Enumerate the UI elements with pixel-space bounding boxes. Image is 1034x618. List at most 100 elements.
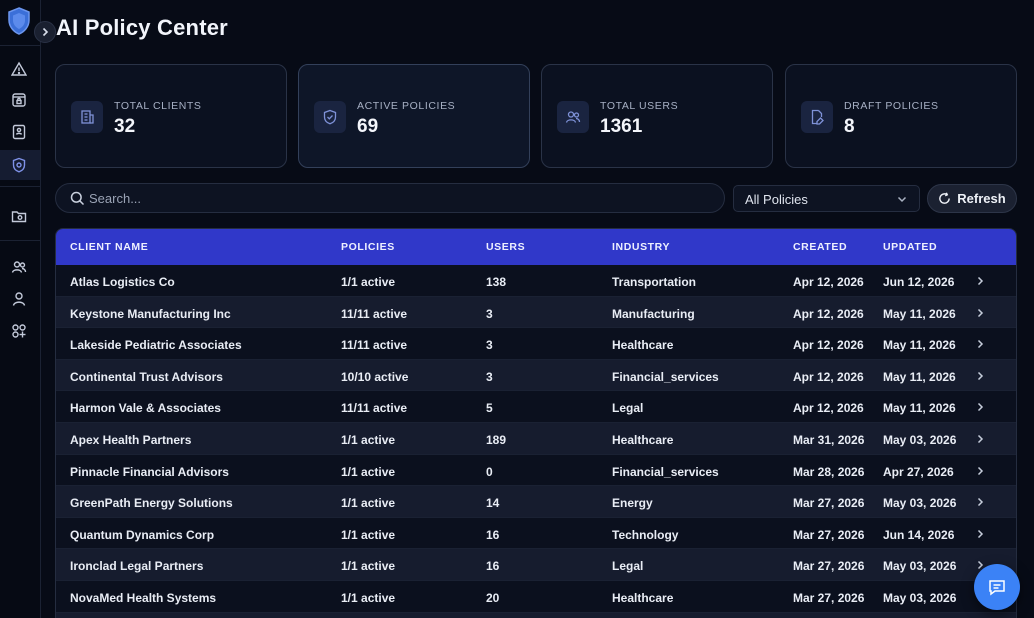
stat-label: Total Clients xyxy=(114,100,202,112)
table-row[interactable]: Apex Health Partners 1/1 active 189 Healthc… xyxy=(56,422,1016,455)
chevron-right-icon[interactable] xyxy=(974,337,986,355)
cell-updated: Jun 12, 2026 xyxy=(883,275,955,289)
table-row[interactable]: GreenPath Energy Solutions 1/1 active 14 En… xyxy=(56,486,1016,518)
cell-users: 14 xyxy=(486,496,500,511)
chevron-right-icon[interactable] xyxy=(974,495,986,513)
chat-button[interactable] xyxy=(974,564,1020,610)
cell-created: Mar 27, 2026 xyxy=(793,590,865,605)
shield-check-icon xyxy=(314,101,346,133)
chevron-right-icon[interactable] xyxy=(974,306,986,324)
column-header-created[interactable]: Created xyxy=(793,241,848,253)
page-title: AI Policy Center xyxy=(56,15,228,40)
cell-users: 3 xyxy=(486,338,493,353)
clients-table: Client Name Policies Users Industry Crea… xyxy=(55,228,1017,618)
cell-policies: 10/10 active xyxy=(341,369,409,384)
column-header-client-name[interactable]: Client Name xyxy=(70,241,149,253)
table-row[interactable]: Keystone Manufacturing Inc 11/11 active 3 M… xyxy=(56,296,1016,329)
chevron-right-icon xyxy=(42,27,49,37)
apps-add-icon[interactable] xyxy=(10,322,28,340)
cell-users: 189 xyxy=(486,432,507,447)
cell-users: 16 xyxy=(486,559,500,574)
cell-policies: 11/11 active xyxy=(341,401,408,416)
cell-created: Apr 12, 2026 xyxy=(793,401,864,416)
book-icon[interactable] xyxy=(10,123,28,141)
cell-client-name: NovaMed Health Systems xyxy=(70,590,217,605)
cell-policies: 1/1 active xyxy=(341,527,396,542)
users-icon xyxy=(557,101,589,133)
table-row[interactable]: Quantum Dynamics Corp 1/1 active 16 Technol… xyxy=(56,517,1016,550)
cell-created: Mar 27, 2026 xyxy=(793,559,865,574)
policy-filter-select[interactable]: All Policies xyxy=(733,185,920,212)
cell-created: Mar 27, 2026 xyxy=(793,527,865,542)
cell-client-name: Harmon Vale & Associates xyxy=(70,401,221,416)
chevron-right-icon[interactable] xyxy=(974,464,986,482)
stat-label: Total Users xyxy=(600,100,679,112)
table-row[interactable]: Ironclad Legal Partners 1/1 active 16 Legal… xyxy=(56,549,1016,581)
cell-client-name: Atlas Logistics Co xyxy=(70,275,175,289)
users-icon[interactable] xyxy=(10,258,28,276)
table-row[interactable] xyxy=(56,612,1016,618)
table-row[interactable]: Lakeside Pediatric Associates 11/11 activ… xyxy=(56,328,1016,360)
cell-industry: Financial_services xyxy=(612,464,719,479)
cell-client-name: Pinnacle Financial Advisors xyxy=(70,464,229,479)
cell-policies: 1/1 active xyxy=(341,464,396,479)
cell-updated: Jun 14, 2026 xyxy=(883,527,955,542)
stat-label: Draft Policies xyxy=(844,100,939,112)
cell-client-name: GreenPath Energy Solutions xyxy=(70,496,233,511)
search-icon xyxy=(70,191,85,211)
chevron-right-icon[interactable] xyxy=(974,527,986,545)
chevron-right-icon[interactable] xyxy=(974,274,986,292)
alert-triangle-icon[interactable] xyxy=(10,60,28,78)
column-header-policies[interactable]: Policies xyxy=(341,241,395,253)
stat-card-draft-policies: Draft Policies 8 xyxy=(785,64,1017,168)
stat-card-total-clients: Total Clients 32 xyxy=(55,64,287,168)
chevron-right-icon[interactable] xyxy=(974,432,986,450)
table-row[interactable]: Harmon Vale & Associates 11/11 active 5 Leg… xyxy=(56,391,1016,423)
cell-users: 0 xyxy=(486,464,493,479)
cell-created: Apr 12, 2026 xyxy=(793,306,864,321)
cell-industry: Healthcare xyxy=(612,338,674,353)
column-header-users[interactable]: Users xyxy=(486,241,526,253)
cell-updated: May 03, 2026 xyxy=(883,590,957,605)
table-row[interactable]: Pinnacle Financial Advisors 1/1 active 0 Fi… xyxy=(56,454,1016,487)
cell-policies: 1/1 active xyxy=(341,496,396,511)
table-row[interactable]: Atlas Logistics Co 1/1 active 138 Transport… xyxy=(56,265,1016,297)
table-row[interactable]: NovaMed Health Systems 1/1 active 20 Health… xyxy=(56,580,1016,613)
cell-created: Apr 12, 2026 xyxy=(793,275,864,289)
stat-card-total-users: Total Users 1361 xyxy=(541,64,773,168)
search-box xyxy=(55,183,725,213)
table-body: Atlas Logistics Co 1/1 active 138 Transport… xyxy=(56,265,1016,618)
cell-policies: 1/1 active xyxy=(341,590,396,605)
chevron-down-icon xyxy=(896,192,908,210)
cell-client-name: Apex Health Partners xyxy=(70,432,192,447)
cell-updated: May 03, 2026 xyxy=(883,496,957,511)
cell-users: 138 xyxy=(486,275,507,289)
stat-value: 69 xyxy=(357,116,379,137)
chevron-right-icon[interactable] xyxy=(974,558,986,576)
policy-shield-icon[interactable] xyxy=(10,156,28,174)
lock-window-icon[interactable] xyxy=(10,91,28,109)
cell-industry: Technology xyxy=(612,527,679,542)
folder-lock-icon[interactable] xyxy=(10,207,28,225)
cell-client-name: Lakeside Pediatric Associates xyxy=(70,338,242,353)
chevron-right-icon[interactable] xyxy=(974,400,986,418)
refresh-button[interactable]: Refresh xyxy=(927,184,1017,213)
refresh-label: Refresh xyxy=(957,191,1006,206)
user-icon[interactable] xyxy=(10,290,28,308)
sidebar-toggle-button[interactable] xyxy=(34,21,56,43)
cell-updated: Apr 27, 2026 xyxy=(883,464,954,479)
stat-label: Active Policies xyxy=(357,100,456,112)
column-header-updated[interactable]: Updated xyxy=(883,241,938,253)
cell-users: 3 xyxy=(486,369,493,384)
cell-industry: Legal xyxy=(612,401,644,416)
search-input[interactable] xyxy=(89,188,709,208)
chevron-right-icon[interactable] xyxy=(974,369,986,387)
column-header-industry[interactable]: Industry xyxy=(612,241,671,253)
cell-client-name: Keystone Manufacturing Inc xyxy=(70,306,231,321)
shield-logo-icon[interactable] xyxy=(7,7,31,35)
cell-updated: May 11, 2026 xyxy=(883,401,956,416)
cell-industry: Financial_services xyxy=(612,369,719,384)
cell-policies: 1/1 active xyxy=(341,559,396,574)
table-row[interactable]: Continental Trust Advisors 10/10 active 3 F… xyxy=(56,359,1016,392)
